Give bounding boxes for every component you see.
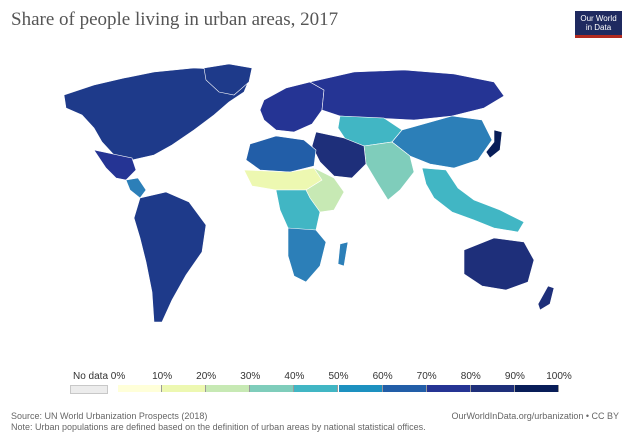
region-australia[interactable]: Australia: 86%: [463, 237, 535, 291]
logo-line-1: Our World: [580, 14, 617, 23]
logo-line-2: in Data: [585, 23, 612, 32]
no-data-label: No data: [73, 371, 109, 382]
legend-tick-label: 30%: [240, 371, 261, 382]
owid-logo[interactable]: Our World in Data: [575, 11, 622, 38]
chart-title: Share of people living in urban areas, 2…: [11, 9, 339, 30]
no-data-swatch: [70, 385, 108, 394]
legend-bin[interactable]: [250, 385, 295, 392]
legend-tick-label: 100%: [546, 371, 572, 382]
region-russia[interactable]: Russia: 74%: [309, 69, 505, 121]
legend-bin[interactable]: [426, 385, 471, 392]
source-url-link[interactable]: OurWorldInData.org/urbanization • CC BY: [451, 411, 619, 421]
legend-bin[interactable]: [382, 385, 427, 392]
region-south-asia[interactable]: South Asia: 34%: [363, 141, 415, 201]
legend: No data 0% 10% 20% 30% 40% 50% 60% 70% 80% 90% 100…: [0, 367, 631, 397]
legend-bin[interactable]: [514, 385, 559, 392]
legend-bin[interactable]: [206, 385, 251, 392]
region-new-zealand[interactable]: Australia: 86%: [537, 285, 555, 311]
world-map: North America: 82% Greenland: 87% Mexico…: [63, 63, 555, 323]
legend-bin[interactable]: [294, 385, 339, 392]
legend-tick-label: 90%: [504, 371, 525, 382]
region-north-africa[interactable]: North Africa: 70%: [245, 135, 317, 173]
region-japan[interactable]: Japan: 92%: [485, 129, 503, 159]
legend-tick-label: 10%: [152, 371, 173, 382]
legend-tick-label: 40%: [284, 371, 305, 382]
legend-bin[interactable]: [338, 385, 383, 392]
region-central-america[interactable]: Central America: 58%: [125, 177, 147, 199]
region-europe[interactable]: Europe: 75%: [259, 81, 325, 133]
region-north-america[interactable]: North America: 82%: [63, 67, 250, 161]
legend-tick-label: 20%: [196, 371, 217, 382]
region-greenland[interactable]: Greenland: 87%: [203, 63, 253, 96]
legend-tick-label: 0%: [110, 371, 126, 382]
source-text: Source: UN World Urbanization Prospects …: [11, 411, 208, 421]
region-southeast-asia[interactable]: Southeast Asia: 52%: [421, 167, 525, 233]
legend-tick-label: 50%: [328, 371, 349, 382]
note-text: Note: Urban populations are defined base…: [11, 422, 426, 432]
legend-bin[interactable]: [118, 385, 163, 392]
legend-tick-label: 80%: [460, 371, 481, 382]
legend-bin[interactable]: [162, 385, 207, 392]
region-south-america[interactable]: South America: 82%: [133, 191, 207, 323]
region-southern-africa[interactable]: Southern Africa: 63%: [287, 227, 327, 283]
legend-bin[interactable]: [470, 385, 515, 392]
legend-tick-label: 70%: [416, 371, 437, 382]
region-madagascar[interactable]: Southern Africa: 63%: [337, 241, 349, 267]
legend-tick-label: 60%: [372, 371, 393, 382]
